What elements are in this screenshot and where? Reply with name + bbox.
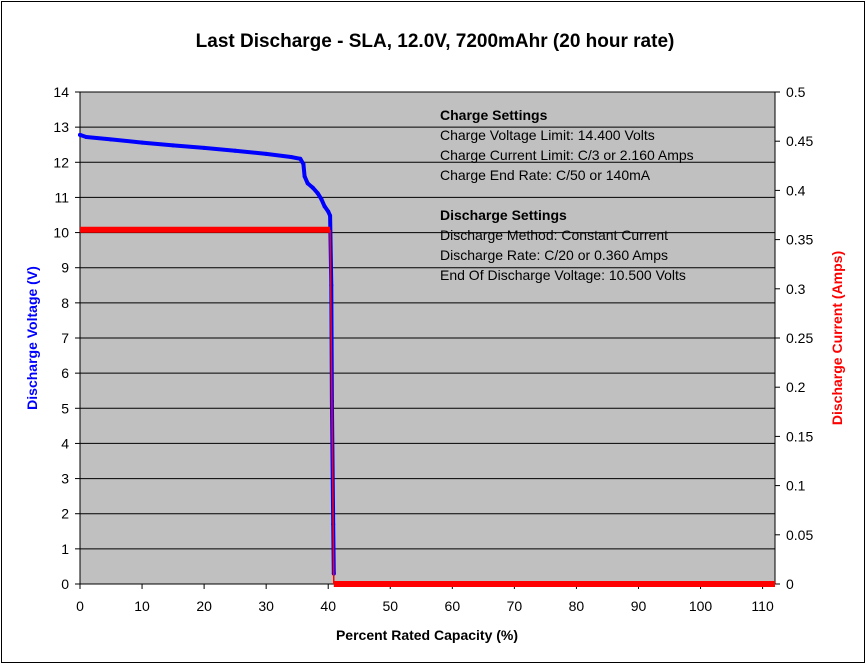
y-left-axis-label: Discharge Voltage (V) [24,266,40,410]
chart-title: Last Discharge - SLA, 12.0V, 7200mAhr (2… [196,31,675,52]
voltage-point [326,209,331,214]
y-right-axis-label: Discharge Current (Amps) [829,251,845,425]
annotation-line: Discharge Method: Constant Current [440,227,668,243]
y-right-tick-label: 0.15 [786,428,813,444]
voltage-point [301,162,306,167]
x-tick-label: 100 [689,598,713,614]
y-left-tick-label: 6 [61,365,69,381]
y-right-tick-label: 0.35 [786,232,813,248]
voltage-point [78,132,82,137]
x-tick-label: 80 [569,598,585,614]
annotation-line: Charge Current Limit: C/3 or 2.160 Amps [440,147,694,163]
voltage-point [319,197,324,202]
y-left-tick-label: 3 [61,471,69,487]
series-layer [78,132,775,587]
voltage-point [288,155,293,160]
y-left-tick-label: 0 [61,576,69,592]
annotation-heading: Charge Settings [440,107,548,123]
voltage-point [328,213,333,218]
voltage-point [310,185,315,190]
y-left-tick-label: 4 [61,435,69,451]
annotation-line: End Of Discharge Voltage: 10.500 Volts [440,267,686,283]
annotation-line: Discharge Rate: C/20 or 0.360 Amps [440,247,668,263]
y-left-tick-label: 2 [61,506,69,522]
annotation-line: Charge End Rate: C/50 or 140mA [440,167,651,183]
y-left-tick-label: 14 [53,84,69,100]
y-right-tick-label: 0.4 [786,182,806,198]
settings-annotation: Charge Settings Charge Voltage Limit: 14.… [440,107,694,283]
x-tick-label: 110 [751,598,774,614]
x-tick-label: 60 [445,598,461,614]
y-right-tick-label: 0.25 [786,330,813,346]
y-right-tick-label: 0.1 [786,478,806,494]
grid-lines [80,91,775,585]
y-right-tick-label: 0.05 [786,527,813,543]
voltage-point [109,137,114,142]
y-left-tick-label: 5 [61,400,69,416]
voltage-point [302,174,307,179]
x-tick-label: 20 [196,598,212,614]
x-tick-label: 50 [382,598,398,614]
y-left-tick-label: 12 [53,154,69,170]
x-tick-label: 40 [320,598,336,614]
x-tick-label: 70 [507,598,523,614]
y-left-tick-label: 10 [53,225,69,241]
voltage-point [140,140,145,145]
y-left-tick-label: 11 [54,189,69,205]
x-tick-label: 0 [76,598,84,614]
x-tick-label: 10 [134,598,150,614]
y-right-tick-label: 0.5 [786,84,806,100]
voltage-point [233,148,238,153]
voltage-point [171,143,176,148]
annotation-line: Charge Voltage Limit: 14.400 Volts [440,127,655,143]
voltage-point [298,156,303,161]
voltage-point [84,134,89,139]
y-right-tick-label: 0.45 [786,133,813,149]
y-left-tick-label: 7 [61,330,69,346]
voltage-point [315,191,320,196]
voltage-point [264,151,269,156]
voltage-point [202,145,207,150]
x-tick-label: 90 [631,598,647,614]
x-axis-label: Percent Rated Capacity (%) [336,627,518,643]
voltage-point [305,181,310,186]
annotation-heading: Discharge Settings [440,207,567,223]
y-right-tick-label: 0.3 [786,281,806,297]
y-right-tick-label: 0.2 [786,379,806,395]
y-right-tick-label: 0 [786,576,794,592]
x-tick-label: 30 [258,598,274,614]
y-left-tick-label: 9 [61,260,69,276]
current-drop-segment [329,229,335,585]
voltage-point [322,204,327,209]
y-left-tick-label: 1 [61,541,69,557]
y-left-tick-label: 13 [53,119,69,135]
y-left-tick-label: 8 [61,295,69,311]
current-series [80,226,775,587]
